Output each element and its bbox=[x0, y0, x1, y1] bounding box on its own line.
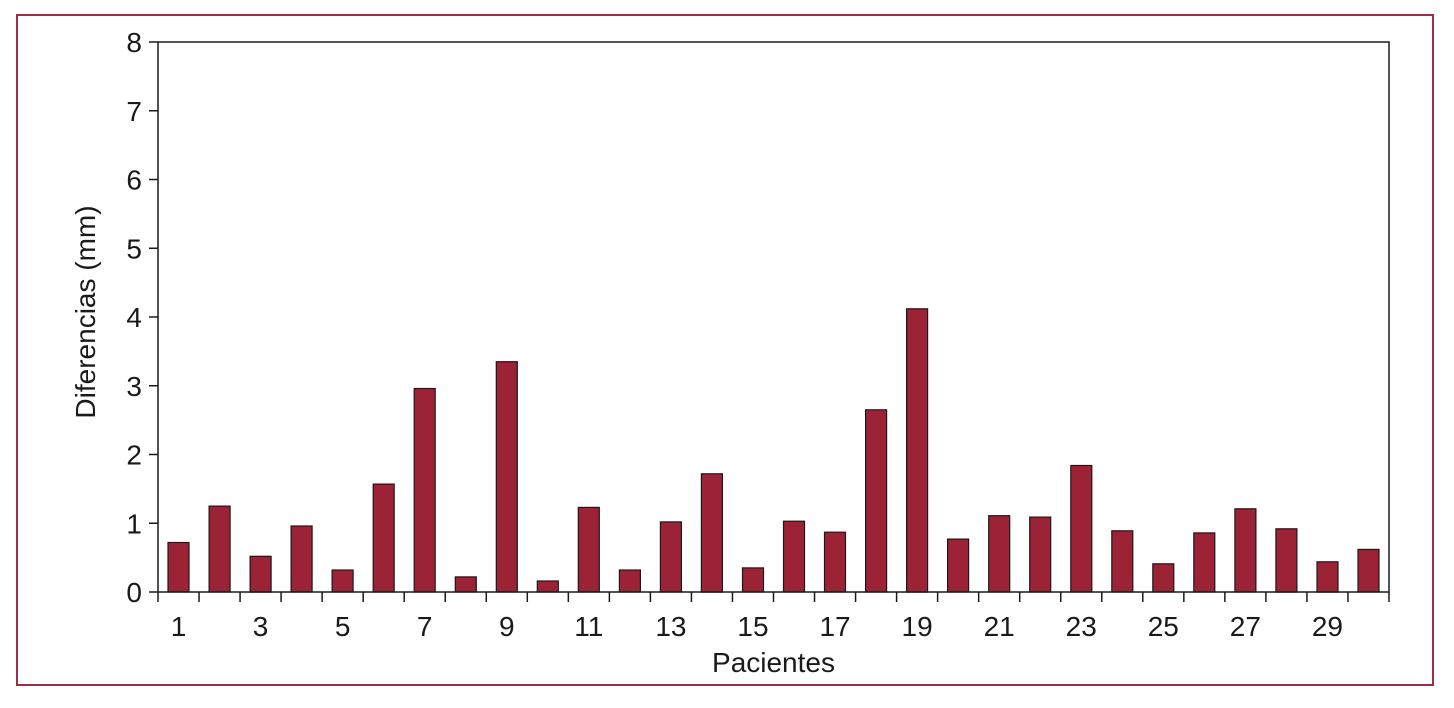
bar-patient-11 bbox=[577, 506, 600, 593]
bar-patient-28 bbox=[1275, 528, 1298, 593]
x-tick-label: 27 bbox=[1230, 611, 1261, 642]
bar-patient-9 bbox=[495, 361, 518, 593]
bar-patient-19 bbox=[905, 308, 929, 593]
bar-patient-1 bbox=[167, 541, 190, 593]
x-tick-label: 13 bbox=[655, 611, 686, 642]
x-tick-label: 29 bbox=[1312, 611, 1343, 642]
bar-patient-16 bbox=[782, 520, 806, 593]
bar-patient-2 bbox=[208, 505, 231, 593]
bar-patient-23 bbox=[1070, 464, 1093, 593]
x-tick-label: 11 bbox=[574, 611, 603, 642]
x-axis-label: Pacientes bbox=[712, 647, 835, 678]
bar-patient-17 bbox=[823, 531, 847, 593]
bar-patient-7 bbox=[413, 387, 436, 593]
plot-area-border bbox=[157, 41, 1390, 593]
bar-patient-18 bbox=[864, 409, 888, 593]
x-tick-label: 3 bbox=[253, 611, 269, 642]
bar-patient-22 bbox=[1029, 516, 1052, 593]
y-tick-label: 8 bbox=[126, 27, 142, 58]
bar-patient-13 bbox=[659, 521, 683, 593]
y-tick-label: 1 bbox=[126, 508, 142, 539]
bar-patient-5 bbox=[331, 569, 354, 593]
bar-patient-25 bbox=[1152, 563, 1175, 593]
bar-patient-30 bbox=[1357, 548, 1380, 593]
x-tick-label: 19 bbox=[902, 611, 933, 642]
bar-patient-10 bbox=[536, 580, 559, 593]
x-tick-label: 23 bbox=[1066, 611, 1097, 642]
bar-patient-26 bbox=[1193, 532, 1216, 593]
bar-patient-20 bbox=[946, 538, 970, 593]
x-tick-label: 15 bbox=[737, 611, 768, 642]
bar-patient-14 bbox=[700, 473, 724, 593]
bar-patient-12 bbox=[618, 569, 642, 593]
y-tick-label: 5 bbox=[126, 233, 142, 264]
y-tick-label: 2 bbox=[126, 440, 142, 471]
x-tick-label: 1 bbox=[171, 611, 187, 642]
bar-patient-15 bbox=[741, 567, 765, 593]
bars-group bbox=[167, 308, 1380, 593]
y-tick-label: 4 bbox=[126, 302, 142, 333]
y-axis-label: Diferencias (mm) bbox=[70, 205, 101, 418]
x-tick-label: 17 bbox=[819, 611, 850, 642]
y-tick-label: 7 bbox=[126, 96, 142, 127]
x-tick-label: 21 bbox=[984, 611, 1015, 642]
bar-patient-21 bbox=[988, 515, 1011, 593]
bar-patient-8 bbox=[454, 576, 477, 593]
bar-patient-6 bbox=[372, 483, 395, 593]
bar-patient-4 bbox=[290, 525, 313, 593]
y-tick-label: 3 bbox=[126, 371, 142, 402]
y-tick-label: 0 bbox=[126, 577, 142, 608]
x-tick-label: 5 bbox=[335, 611, 351, 642]
y-tick-label: 6 bbox=[126, 165, 142, 196]
bar-patient-27 bbox=[1234, 508, 1257, 593]
bar-patient-24 bbox=[1111, 530, 1134, 593]
bar-patient-3 bbox=[249, 555, 272, 593]
x-tick-label: 9 bbox=[499, 611, 515, 642]
x-tick-label: 25 bbox=[1148, 611, 1179, 642]
bar-patient-29 bbox=[1316, 561, 1339, 593]
x-tick-label: 7 bbox=[417, 611, 433, 642]
